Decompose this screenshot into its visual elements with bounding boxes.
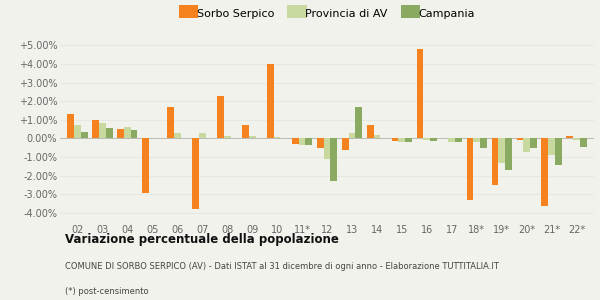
Text: COMUNE DI SORBO SERPICO (AV) - Dati ISTAT al 31 dicembre di ogni anno - Elaboraz: COMUNE DI SORBO SERPICO (AV) - Dati ISTA…	[65, 262, 499, 271]
Bar	[473, 139, 480, 142]
Bar	[467, 139, 473, 200]
Bar	[491, 139, 499, 185]
Bar	[580, 139, 587, 147]
Bar	[74, 125, 81, 139]
Bar	[517, 139, 523, 140]
Bar	[224, 136, 230, 139]
Bar	[505, 139, 512, 170]
Bar	[424, 139, 430, 140]
Bar	[292, 139, 299, 144]
Bar	[299, 139, 305, 145]
Bar	[217, 96, 224, 139]
Bar	[106, 128, 113, 139]
Bar	[530, 139, 537, 148]
Bar	[142, 139, 149, 193]
Bar	[323, 139, 331, 159]
Bar	[523, 139, 530, 152]
Bar	[499, 139, 505, 163]
Bar	[342, 139, 349, 150]
Legend: Sorbo Serpico, Provincia di AV, Campania: Sorbo Serpico, Provincia di AV, Campania	[179, 8, 475, 19]
Bar	[455, 139, 462, 142]
Bar	[174, 133, 181, 139]
Bar	[81, 132, 88, 139]
Bar	[430, 139, 437, 141]
Bar	[541, 139, 548, 206]
Bar	[555, 139, 562, 165]
Bar	[267, 64, 274, 139]
Bar	[124, 127, 131, 139]
Bar	[249, 136, 256, 139]
Bar	[367, 125, 374, 139]
Bar	[242, 125, 249, 139]
Bar	[448, 139, 455, 142]
Bar	[92, 120, 99, 139]
Bar	[192, 139, 199, 209]
Bar	[317, 139, 323, 148]
Bar	[331, 139, 337, 181]
Bar	[573, 139, 580, 140]
Bar	[355, 107, 362, 139]
Bar	[117, 129, 124, 139]
Bar	[167, 107, 174, 139]
Bar	[392, 139, 398, 141]
Bar	[566, 136, 573, 139]
Bar	[305, 139, 312, 145]
Bar	[131, 130, 137, 139]
Bar	[349, 133, 355, 139]
Bar	[480, 139, 487, 148]
Bar	[199, 133, 206, 139]
Text: (*) post-censimento: (*) post-censimento	[65, 287, 149, 296]
Bar	[548, 139, 555, 155]
Bar	[67, 114, 74, 139]
Bar	[405, 139, 412, 142]
Bar	[417, 49, 424, 139]
Bar	[398, 139, 405, 142]
Bar	[374, 135, 380, 139]
Text: Variazione percentuale della popolazione: Variazione percentuale della popolazione	[65, 233, 339, 246]
Bar	[274, 136, 280, 139]
Bar	[99, 123, 106, 139]
